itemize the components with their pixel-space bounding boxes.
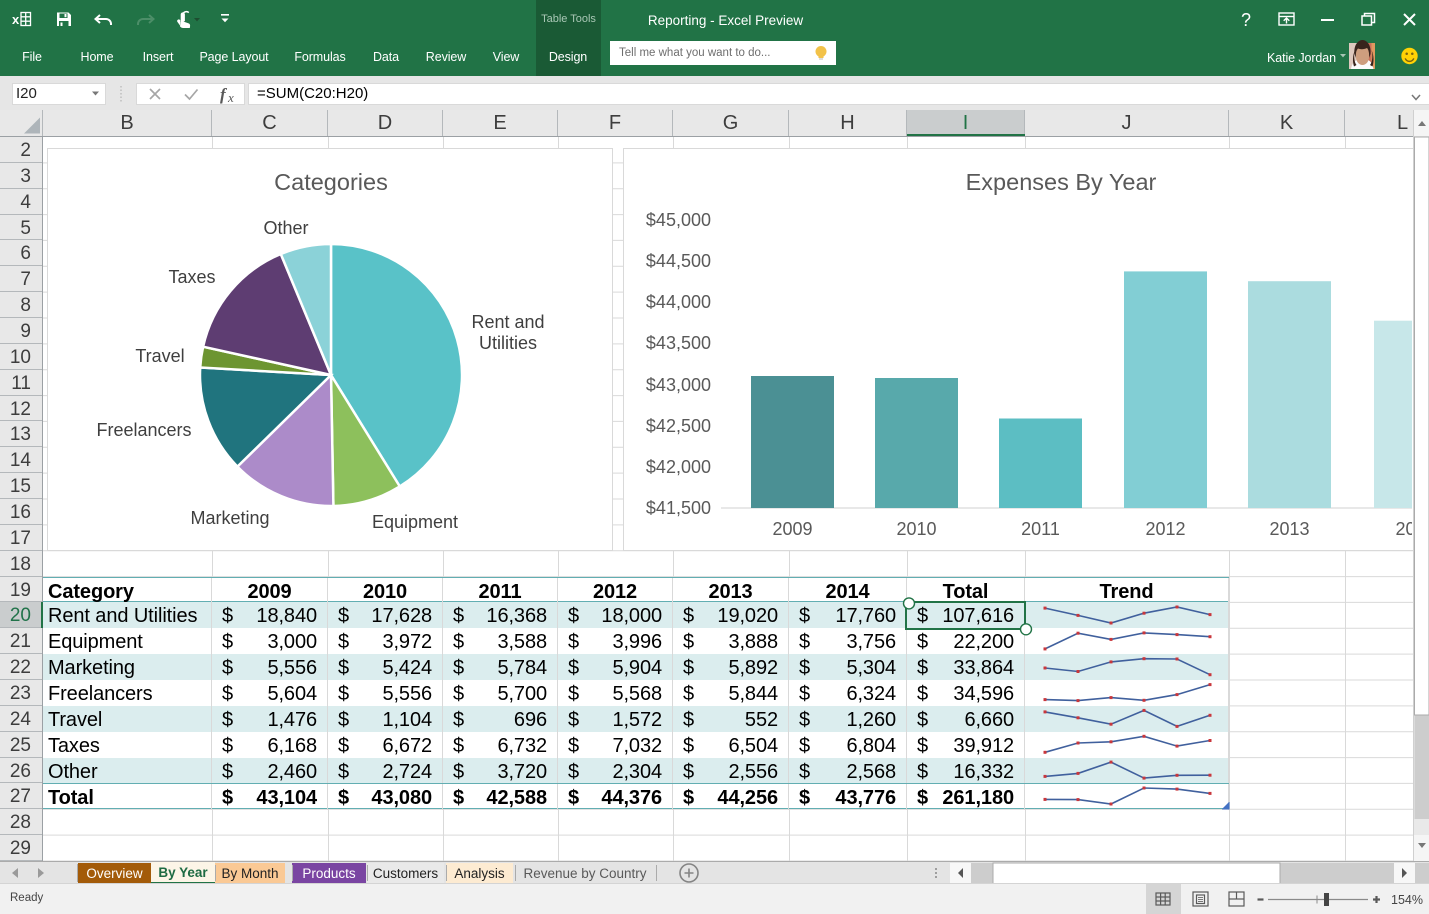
- svg-text:$45,000: $45,000: [646, 210, 711, 230]
- svg-text:Rent and: Rent and: [471, 312, 544, 332]
- svg-text:2010: 2010: [896, 519, 936, 539]
- svg-text:Utilities: Utilities: [479, 333, 537, 353]
- svg-text:154%: 154%: [1391, 893, 1423, 907]
- svg-text:2013: 2013: [1269, 519, 1309, 539]
- svg-text:Categories: Categories: [274, 169, 388, 195]
- svg-text:$42,500: $42,500: [646, 416, 711, 436]
- svg-text:Travel: Travel: [135, 346, 184, 366]
- svg-text:$43,000: $43,000: [646, 375, 711, 395]
- svg-text:Marketing: Marketing: [190, 508, 269, 528]
- svg-text:2012: 2012: [1145, 519, 1185, 539]
- svg-text:Other: Other: [263, 218, 308, 238]
- svg-text:f: f: [220, 85, 228, 104]
- svg-text:Equipment: Equipment: [372, 512, 458, 532]
- svg-text:x: x: [12, 12, 20, 27]
- svg-text:Taxes: Taxes: [168, 267, 215, 287]
- svg-text:$43,500: $43,500: [646, 333, 711, 353]
- svg-text:2014: 2014: [1395, 519, 1412, 539]
- svg-text:2011: 2011: [1021, 519, 1060, 539]
- svg-text:$41,500: $41,500: [646, 498, 711, 518]
- svg-text:$42,000: $42,000: [646, 457, 711, 477]
- svg-text:?: ?: [1241, 10, 1251, 30]
- svg-text:$44,000: $44,000: [646, 292, 711, 312]
- svg-text:2009: 2009: [772, 519, 812, 539]
- svg-text:$44,500: $44,500: [646, 251, 711, 271]
- svg-text:Freelancers: Freelancers: [96, 420, 191, 440]
- svg-text:x: x: [227, 90, 234, 105]
- svg-text:Expenses By Year: Expenses By Year: [966, 169, 1157, 195]
